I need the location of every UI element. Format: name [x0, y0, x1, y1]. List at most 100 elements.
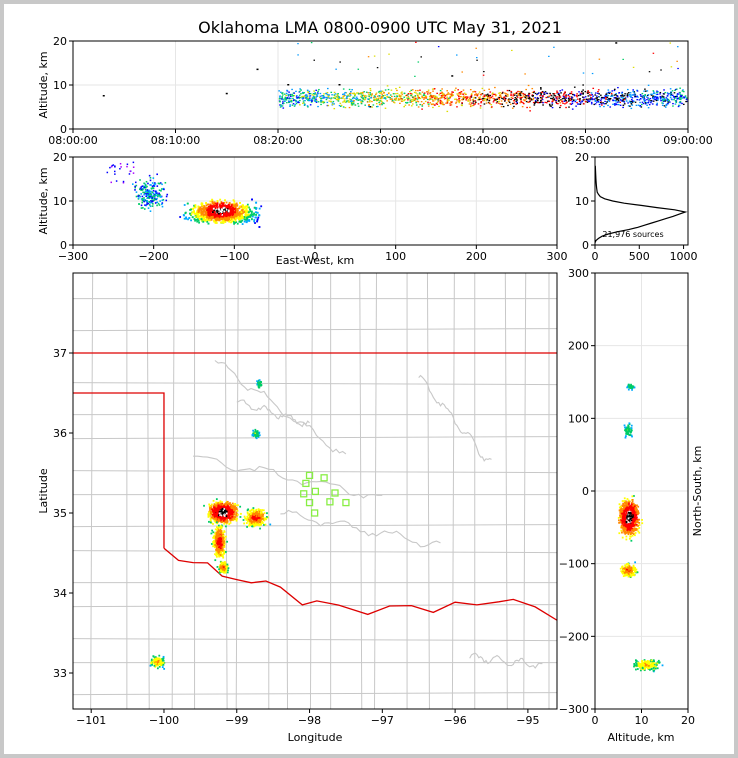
lightning-source: [224, 214, 226, 217]
lightning-source: [381, 90, 384, 92]
lightning-source: [233, 215, 235, 218]
county-boundary: [90, 273, 94, 709]
lightning-source: [449, 104, 452, 106]
lightning-source: [494, 95, 497, 97]
lightning-source: [511, 107, 514, 109]
lightning-source: [248, 514, 251, 516]
lightning-source: [427, 103, 430, 105]
lightning-source: [663, 99, 666, 101]
lightning-source: [331, 102, 334, 104]
lightning-source: [229, 519, 232, 522]
lightning-source: [241, 223, 244, 225]
lightning-source: [480, 100, 483, 103]
lightning-source: [499, 92, 501, 94]
lightning-source: [250, 509, 253, 512]
lightning-source: [604, 97, 607, 99]
lightning-source: [308, 97, 311, 99]
lightning-source: [434, 96, 436, 99]
lightning-source: [280, 105, 283, 107]
lightning-source: [584, 90, 587, 93]
lightning-source: [423, 102, 425, 105]
lightning-source: [589, 98, 592, 100]
lightning-source: [243, 216, 246, 218]
lightning-source: [369, 101, 371, 103]
lightning-source: [579, 98, 581, 100]
lightning-source: [505, 93, 507, 95]
lightning-source: [513, 94, 516, 96]
lightning-source: [291, 88, 293, 91]
lightning-source: [226, 511, 229, 514]
lightning-source: [528, 101, 530, 103]
lightning-source: [657, 97, 659, 99]
lightning-source: [391, 100, 394, 102]
lightning-source: [292, 103, 295, 105]
lightning-source: [229, 517, 232, 520]
lightning-source: [432, 100, 435, 102]
lightning-source: [236, 504, 239, 507]
lightning-source: [300, 96, 303, 98]
lightning-source: [405, 101, 407, 104]
lightning-source: [149, 184, 151, 186]
lightning-source: [673, 92, 676, 94]
lightning-source: [313, 96, 316, 98]
lightning-source: [407, 99, 409, 101]
lightning-source: [411, 98, 413, 101]
lightning-source: [234, 217, 237, 220]
lightning-source: [496, 101, 499, 103]
lightning-source: [556, 90, 558, 92]
lightning-source: [146, 189, 149, 191]
lightning-source: [311, 97, 314, 99]
lightning-source: [685, 100, 687, 103]
lightning-source: [143, 185, 145, 188]
lightning-source: [307, 91, 309, 94]
lightning-source: [220, 517, 223, 520]
lightning-source: [232, 221, 235, 223]
lightning-source: [239, 211, 242, 214]
lightning-source: [219, 507, 222, 509]
county-boundary: [73, 328, 557, 332]
lightning-source: [577, 103, 579, 105]
lightning-source: [432, 106, 434, 109]
lightning-source: [470, 102, 473, 104]
lightning-source: [237, 215, 240, 218]
lightning-source: [230, 215, 233, 218]
lightning-source: [628, 94, 631, 96]
lightning-source: [283, 93, 286, 95]
lightning-source: [257, 523, 260, 526]
lightning-source: [235, 212, 238, 214]
lightning-source: [201, 208, 204, 211]
lightning-source: [236, 509, 239, 512]
lightning-source: [345, 101, 348, 103]
lightning-source: [224, 520, 226, 523]
lightning-source: [212, 202, 215, 205]
lightning-source: [577, 98, 579, 100]
lightning-source: [224, 208, 226, 211]
lightning-source: [636, 98, 638, 101]
lightning-source: [230, 503, 233, 506]
lightning-source: [338, 96, 341, 99]
lightning-source: [435, 98, 438, 100]
lightning-source: [524, 93, 526, 96]
lightning-source: [532, 101, 535, 104]
lightning-source: [494, 99, 497, 101]
lightning-source: [510, 94, 512, 97]
lightning-source: [286, 97, 289, 100]
lightning-source: [617, 99, 620, 102]
lightning-source: [331, 94, 333, 96]
lightning-source: [301, 95, 304, 98]
lightning-source: [142, 191, 144, 194]
lightning-source: [223, 511, 226, 514]
lightning-source: [559, 90, 562, 92]
lightning-source: [305, 98, 308, 100]
lightning-source: [213, 209, 216, 212]
lightning-source: [286, 97, 289, 99]
lightning-source: [219, 514, 221, 516]
lightning-source: [239, 218, 242, 221]
lightning-source: [564, 91, 566, 93]
lightning-source: [614, 97, 617, 99]
lightning-source: [290, 95, 292, 98]
lightning-source: [459, 100, 461, 102]
lightning-source: [565, 106, 567, 109]
y-tick-label: 20: [53, 151, 67, 164]
lightning-source: [207, 213, 210, 216]
